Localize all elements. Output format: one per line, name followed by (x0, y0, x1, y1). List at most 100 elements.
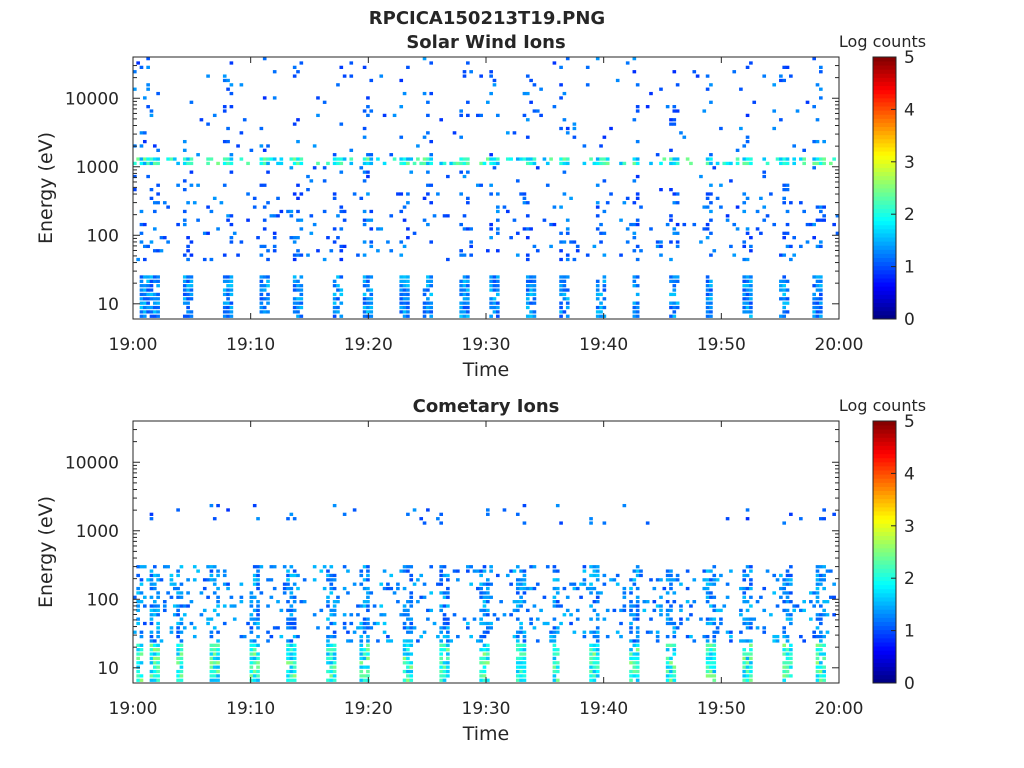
cell (595, 591, 600, 595)
cell (486, 595, 490, 599)
cell (189, 297, 194, 301)
cell (229, 604, 234, 608)
cell (665, 569, 670, 573)
cell (602, 305, 607, 310)
cell (156, 634, 160, 639)
cell (562, 192, 567, 196)
x-tick-label: 19:20 (344, 699, 393, 719)
cell (332, 310, 337, 314)
cell (669, 582, 673, 586)
colorbar-tick-label: 0 (904, 310, 915, 330)
cell (715, 196, 720, 200)
cell (209, 565, 214, 569)
cell (815, 310, 820, 314)
cell (685, 634, 690, 639)
cell (439, 669, 444, 674)
cell (482, 665, 487, 669)
cell (712, 639, 717, 643)
cell (635, 161, 640, 166)
cell (262, 161, 267, 166)
cell (189, 161, 194, 166)
cell (432, 621, 437, 626)
cell (565, 161, 570, 166)
cell (266, 604, 270, 608)
cell (595, 201, 600, 205)
cell (515, 617, 520, 621)
cell (446, 648, 450, 652)
cell (785, 669, 790, 674)
cell (189, 600, 194, 604)
cell (266, 301, 270, 305)
cell (552, 648, 557, 652)
cell (366, 608, 370, 613)
cell (322, 179, 327, 183)
cell (239, 595, 244, 599)
cell (595, 214, 600, 218)
cell (332, 292, 337, 297)
x-tick-label: 19:50 (697, 699, 746, 719)
cell (212, 582, 217, 586)
cell (249, 674, 254, 678)
cell (212, 591, 217, 595)
colorbar-step (873, 97, 896, 103)
cell (459, 314, 463, 318)
cell (139, 630, 144, 634)
cell (785, 661, 790, 665)
cell (459, 222, 463, 227)
cell (592, 608, 597, 613)
colorbar-step (873, 629, 896, 635)
cell (565, 608, 570, 613)
cell (189, 621, 194, 626)
cell (815, 157, 820, 161)
colorbar-step (873, 216, 896, 222)
cell (769, 192, 773, 196)
cell (156, 578, 160, 582)
cell (209, 630, 214, 634)
colorbar-step (873, 228, 896, 234)
cell (592, 648, 597, 652)
cell (769, 613, 773, 617)
cell (482, 600, 487, 604)
cell (362, 240, 367, 244)
cell (785, 161, 790, 166)
cell (449, 639, 453, 643)
cell (149, 157, 154, 161)
colorbar-step (873, 556, 896, 561)
cell (749, 595, 753, 599)
cell (266, 201, 270, 205)
cell (672, 288, 677, 292)
cell (705, 578, 710, 582)
cell (825, 569, 830, 573)
cell (469, 582, 473, 586)
cell (239, 600, 244, 604)
cell (329, 565, 334, 569)
cell (239, 83, 244, 87)
cell (172, 157, 177, 161)
y-tick-label: 100 (87, 590, 119, 610)
cell (732, 222, 737, 227)
cell (409, 661, 414, 665)
cell (366, 586, 370, 591)
cell (565, 314, 570, 318)
colorbar-step (873, 642, 896, 647)
cell (479, 634, 483, 639)
cell (565, 126, 570, 131)
cell (359, 621, 364, 626)
cell (692, 639, 697, 643)
cell (406, 512, 410, 516)
cell (409, 639, 414, 643)
cell (705, 305, 710, 310)
cell (779, 595, 783, 599)
cell (369, 288, 374, 292)
cell (459, 253, 463, 257)
cell (366, 105, 370, 109)
cell (665, 591, 670, 595)
cell (529, 621, 533, 626)
cell (522, 113, 527, 118)
cell (176, 591, 180, 595)
cell (439, 582, 444, 586)
cell (559, 292, 563, 297)
cell (366, 674, 370, 678)
cell (272, 249, 277, 253)
